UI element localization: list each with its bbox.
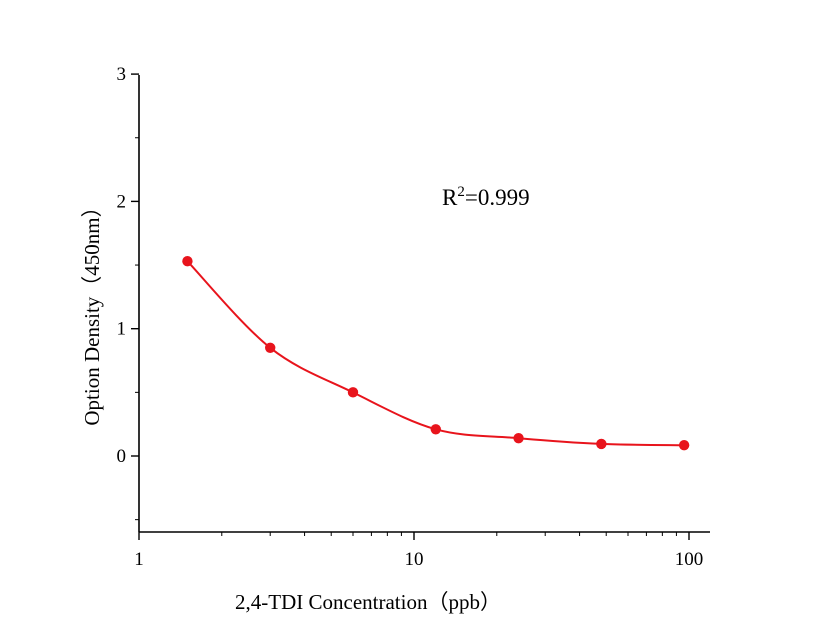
data-points	[182, 256, 690, 451]
y-tick-label: 2	[117, 191, 127, 212]
tick-labels: 1 10 100 0 1 2 3	[117, 64, 704, 570]
y-tick-label: 3	[117, 64, 127, 85]
annotation-value: =0.999	[465, 185, 530, 210]
ticks	[131, 73, 690, 540]
annotation-r-squared: R2=0.999	[442, 184, 530, 210]
data-point	[596, 438, 607, 450]
annotation-superscript: 2	[457, 184, 465, 200]
data-point	[265, 342, 276, 353]
annotation-prefix: R	[442, 185, 458, 210]
data-point	[347, 387, 359, 398]
x-tick-label: 10	[405, 549, 424, 570]
data-point	[182, 256, 193, 267]
y-axis-label: Option Density（450nm）	[80, 196, 104, 425]
y-tick-label: 0	[117, 446, 127, 467]
x-tick-label: 1	[134, 549, 144, 570]
data-point	[513, 432, 524, 444]
fit-curve	[186, 260, 685, 447]
data-point	[678, 439, 690, 451]
x-axis-label: 2,4-TDI Concentration（ppb）	[235, 590, 501, 614]
x-tick-label: 100	[675, 549, 704, 570]
data-point	[430, 424, 441, 435]
y-tick-label: 1	[117, 319, 127, 340]
